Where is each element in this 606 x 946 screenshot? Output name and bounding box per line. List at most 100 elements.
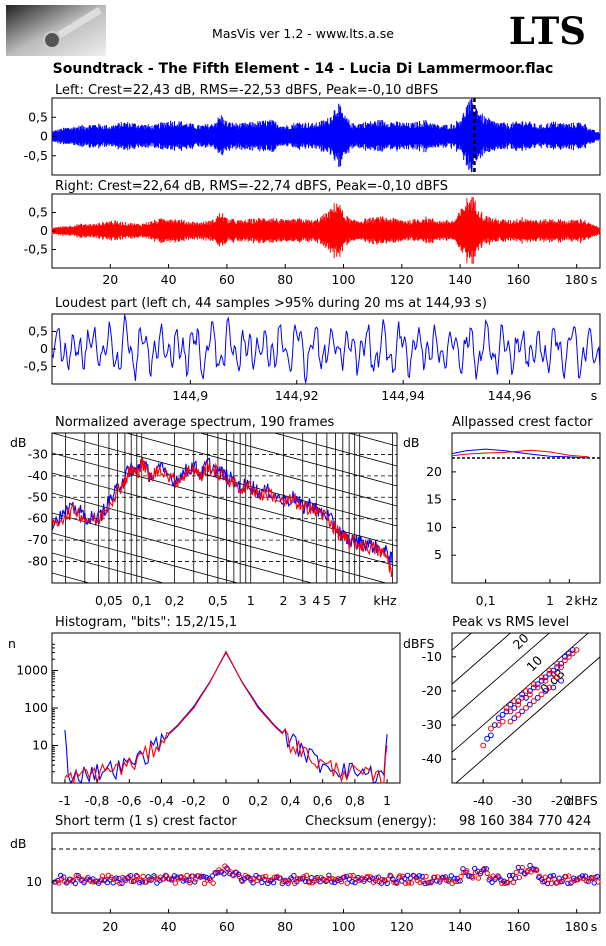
peak-rms-right-point (550, 671, 557, 677)
peak-rms-left-point (550, 684, 557, 691)
peak-rms-right-point (546, 667, 553, 674)
short-term-left-point (416, 873, 422, 879)
short-term-left-point (98, 877, 105, 883)
checksum-label: Checksum (energy): (305, 814, 437, 829)
short-term-right-point (295, 876, 301, 882)
left-waveform-y-tick-label: 0,5 (28, 109, 48, 124)
peak-rms-left-point (569, 647, 576, 653)
spectrum-y-tick-label: -60 (28, 511, 48, 526)
short-term-left-point (515, 864, 522, 871)
short-term-left-point (72, 880, 79, 887)
right-waveform-signal (51, 196, 601, 264)
short-term-right-point (434, 874, 441, 880)
short-term-right-point (394, 880, 400, 886)
spectrum-x-tick-label: 0,2 (165, 593, 185, 608)
short-term-left-point (186, 877, 192, 883)
short-term-x-tick-label: 40 (161, 919, 177, 934)
spectrum-plot (52, 433, 397, 583)
short-term-y-unit: dB (10, 836, 27, 851)
short-term-left-point (547, 873, 554, 879)
short-term-left-point (323, 878, 329, 884)
peak-rms-right-point (519, 694, 525, 701)
peak-rms-left-point (491, 722, 498, 728)
peak-rms-right-point (515, 711, 522, 718)
peak-rms-left-point (538, 677, 545, 684)
short-term-right-point (207, 877, 214, 883)
spectrum-slope-line (52, 552, 165, 583)
short-term-right-point (531, 867, 537, 873)
allpass-left-series (451, 448, 589, 459)
allpass-frame (451, 432, 601, 584)
histogram-x-tick-label: 1 (383, 793, 391, 808)
peak-rms-y-tick-label: -10 (422, 649, 442, 664)
peak-rms-left-point (546, 671, 553, 677)
short-term-left-point (387, 872, 393, 878)
short-term-left-point (404, 872, 411, 879)
short-term-right-point (554, 879, 560, 886)
short-term-left-point (128, 873, 134, 879)
short-term-right-point (525, 867, 531, 874)
short-term-left-point (230, 872, 236, 878)
short-term-right-point (510, 879, 517, 885)
allpass-y-unit: dB (403, 435, 420, 450)
short-term-left-point (294, 878, 300, 885)
spectrum-x-tick-label: 2 (280, 593, 288, 608)
histogram-left-series (64, 651, 388, 785)
short-term-left-point (63, 880, 70, 886)
short-term-x-tick-label: 80 (277, 919, 293, 934)
short-term-left-point (285, 880, 291, 886)
histogram-y-unit: n (8, 636, 16, 651)
short-term-right-point (397, 873, 403, 879)
short-term-right-point (589, 875, 595, 882)
short-term-left-point (378, 880, 385, 886)
short-term-right-point (405, 880, 412, 886)
short-term-x-tick-label: 180 (565, 919, 589, 934)
short-term-left-point (291, 873, 297, 879)
short-term-left-point (355, 874, 361, 881)
spectrum-x-tick-label: 1 (247, 593, 255, 608)
peak-rms-left-point (495, 715, 502, 722)
short-term-left-point (326, 872, 332, 878)
short-term-right-point (458, 873, 464, 880)
histogram-right-series (64, 650, 388, 784)
short-term-right-point (198, 873, 205, 879)
short-term-left-point (221, 871, 227, 877)
histogram-frame (51, 632, 401, 784)
spectrum-x-tick-label: 0,5 (208, 593, 228, 608)
short-term-right-point (140, 873, 146, 880)
short-term-left-point (119, 880, 125, 886)
histogram-x-tick-label: 0 (222, 793, 230, 808)
short-term-left-point (588, 875, 594, 881)
short-term-right-point (429, 878, 435, 885)
spectrum-slope-line (347, 433, 397, 447)
short-term-right-point (595, 879, 601, 885)
short-term-left-point (273, 874, 280, 881)
short-term-right-point (134, 873, 141, 880)
short-term-right-point (469, 875, 476, 881)
peak-rms-left-point (523, 694, 529, 701)
peak-rms-right-point (511, 698, 518, 705)
spectrum-x-tick-label: 3 (299, 593, 307, 608)
peak-rms-left-point (562, 654, 568, 660)
short-term-right-point (513, 869, 519, 875)
allpass-x-tick-label: 1 (546, 593, 554, 608)
right-waveform-x-tick-label: 160 (506, 272, 530, 287)
short-term-right-point (201, 880, 208, 887)
peak-rms-right-point (507, 718, 514, 725)
file-title: Soundtrack - The Fifth Element - 14 - Lu… (53, 61, 554, 77)
short-term-left-point (145, 874, 151, 880)
peak-rms-left-point (488, 732, 494, 739)
spectrum-x-tick-label: 0,1 (132, 593, 152, 608)
short-term-right-point (187, 880, 193, 886)
spectrum-y-tick-label: -50 (28, 489, 48, 504)
loudest-x-unit: s (591, 388, 598, 403)
peak-rms-right-point (523, 688, 529, 694)
right-waveform-x-tick-label: 140 (448, 272, 472, 287)
short-term-right-point (461, 869, 467, 875)
short-term-right-point (566, 873, 572, 879)
peak-rms-right-point (562, 657, 568, 664)
peak-rms-left-point (530, 684, 537, 691)
spectrum-x-tick-label: 4 (312, 593, 320, 608)
histogram-x-tick-label: 0,4 (280, 793, 300, 808)
